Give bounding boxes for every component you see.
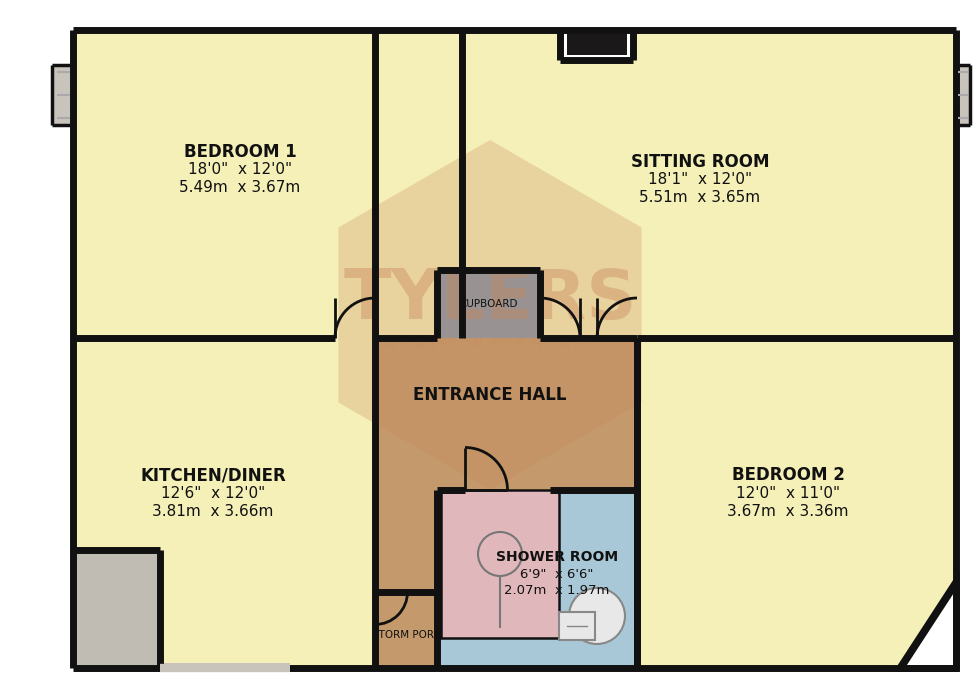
Text: 18'1"  x 12'0": 18'1" x 12'0" xyxy=(648,172,752,188)
Text: CUPBOARD: CUPBOARD xyxy=(460,299,517,309)
Text: SITTING ROOM: SITTING ROOM xyxy=(631,153,769,171)
Text: 3.81m  x 3.66m: 3.81m x 3.66m xyxy=(152,503,273,519)
Text: 3.67m  x 3.36m: 3.67m x 3.36m xyxy=(727,503,849,519)
Bar xyxy=(73,30,462,338)
Bar xyxy=(160,663,290,671)
Bar xyxy=(375,592,437,668)
Bar xyxy=(437,490,637,668)
Bar xyxy=(559,612,595,640)
Text: 18'0"  x 12'0": 18'0" x 12'0" xyxy=(188,162,292,178)
Bar xyxy=(956,65,971,125)
Bar xyxy=(637,338,956,668)
Bar xyxy=(437,270,540,338)
Text: 6'9"  x 6'6": 6'9" x 6'6" xyxy=(520,568,594,580)
Text: KITCHEN/DINER: KITCHEN/DINER xyxy=(140,466,286,484)
Bar xyxy=(73,550,160,668)
Bar xyxy=(52,65,73,125)
Text: TYLERS: TYLERS xyxy=(343,267,637,333)
Bar xyxy=(73,592,160,668)
Text: A  P A S S I O N  F O R  H O M E S: A P A S S I O N F O R H O M E S xyxy=(386,339,594,351)
Bar xyxy=(375,338,637,592)
Bar xyxy=(560,30,633,60)
Text: 12'0"  x 11'0": 12'0" x 11'0" xyxy=(736,486,840,500)
Polygon shape xyxy=(900,582,956,668)
Text: ENTRANCE HALL: ENTRANCE HALL xyxy=(414,386,566,404)
Bar xyxy=(462,30,956,338)
Bar xyxy=(567,33,627,55)
Bar xyxy=(73,338,375,668)
Bar xyxy=(559,612,595,640)
Text: SHOWER ROOM: SHOWER ROOM xyxy=(496,550,618,564)
Text: BEDROOM 1: BEDROOM 1 xyxy=(183,143,296,161)
Text: STORM PORC: STORM PORC xyxy=(371,630,440,640)
Polygon shape xyxy=(338,140,642,490)
Text: 5.49m  x 3.67m: 5.49m x 3.67m xyxy=(179,181,301,195)
Text: 5.51m  x 3.65m: 5.51m x 3.65m xyxy=(639,190,760,206)
Text: 12'6"  x 12'0": 12'6" x 12'0" xyxy=(161,486,266,500)
Circle shape xyxy=(569,588,625,644)
Bar xyxy=(441,490,559,638)
Bar xyxy=(441,490,559,638)
Text: 2.07m  x 1.97m: 2.07m x 1.97m xyxy=(505,584,610,598)
Text: BEDROOM 2: BEDROOM 2 xyxy=(731,466,845,484)
